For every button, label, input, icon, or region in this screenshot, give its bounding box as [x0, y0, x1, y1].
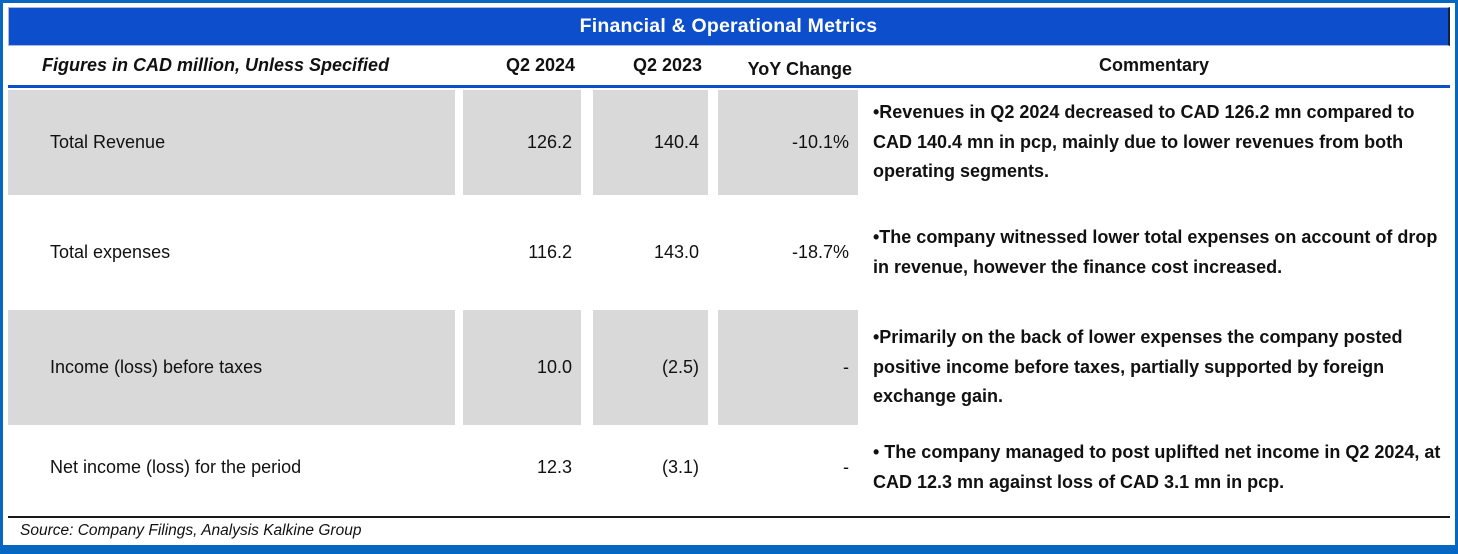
value-q2-2024: 12.3: [536, 457, 572, 477]
header-q2-2024: Q2 2024: [505, 55, 575, 75]
value-q2-2024: 116.2: [528, 242, 572, 262]
column-gap: [455, 46, 463, 85]
column-gap: [455, 425, 463, 510]
column-gap: [581, 46, 593, 85]
column-gap: [708, 425, 718, 510]
table-row-total-revenue: Total Revenue 126.2 140.4 -10.1% •Revenu…: [8, 90, 1450, 195]
title-bar: Financial & Operational Metrics: [8, 7, 1450, 46]
column-gap: [708, 310, 718, 425]
header-underline: [8, 85, 1450, 88]
bottom-accent-bar: [3, 545, 1455, 554]
metric-label: Income (loss) before taxes: [8, 310, 455, 425]
commentary-text: •The company witnessed lower total expen…: [873, 227, 1438, 277]
column-gap: [581, 195, 593, 310]
commentary-text: •Primarily on the back of lower expenses…: [873, 327, 1403, 407]
column-gap: [581, 425, 593, 510]
metric-label: Net income (loss) for the period: [50, 457, 302, 477]
report-title: Financial & Operational Metrics: [579, 15, 878, 37]
value-q2-2023: 140.4: [593, 90, 708, 195]
table-row-income-before-taxes: Income (loss) before taxes 10.0 (2.5) - …: [8, 310, 1450, 425]
header-q2-2023: Q2 2023: [632, 55, 702, 75]
value-q2-2024: 126.2: [463, 90, 581, 195]
column-gap: [455, 195, 463, 310]
column-gap: [708, 46, 718, 85]
header-yoy-change: YoY Change: [747, 58, 852, 79]
column-gap: [708, 90, 718, 195]
value-q2-2023: 143.0: [653, 242, 699, 262]
column-gap: [581, 90, 593, 195]
source-note: Source: Company Filings, Analysis Kalkin…: [20, 522, 362, 539]
column-gap: [455, 90, 463, 195]
value-yoy-change: -10.1%: [718, 90, 858, 195]
value-yoy-change: -18.7%: [791, 242, 849, 262]
table-row-total-expenses: Total expenses 116.2 143.0 -18.7% •The c…: [8, 195, 1450, 310]
column-gap: [708, 195, 718, 310]
header-commentary: Commentary: [1098, 55, 1210, 75]
value-q2-2024: 10.0: [463, 310, 581, 425]
value-yoy-change: -: [843, 457, 849, 477]
column-header-row: Figures in CAD million, Unless Specified…: [8, 46, 1450, 85]
value-q2-2023: (3.1): [661, 457, 699, 477]
value-yoy-change: -: [718, 310, 858, 425]
metric-label: Total expenses: [50, 242, 171, 262]
commentary-text: • The company managed to post uplifted n…: [873, 442, 1441, 492]
metric-label: Total Revenue: [8, 90, 455, 195]
table-row-net-income: Net income (loss) for the period 12.3 (3…: [8, 425, 1450, 510]
header-figures-label: Figures in CAD million, Unless Specified: [42, 55, 390, 75]
column-gap: [455, 310, 463, 425]
footer-divider: [8, 516, 1450, 518]
value-q2-2023: (2.5): [593, 310, 708, 425]
commentary-text: •Revenues in Q2 2024 decreased to CAD 12…: [873, 102, 1415, 182]
column-gap: [581, 310, 593, 425]
